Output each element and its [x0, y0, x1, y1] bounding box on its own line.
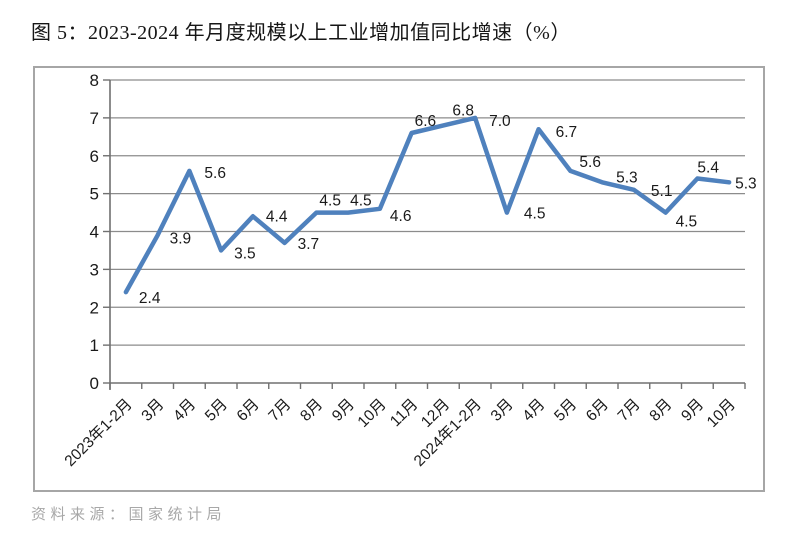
data-label: 5.6	[204, 165, 226, 182]
data-label: 3.5	[234, 245, 256, 262]
x-axis-label: 5月	[202, 396, 231, 425]
x-axis-label: 7月	[265, 396, 294, 425]
x-axis-label: 10月	[704, 396, 739, 431]
data-label: 4.4	[266, 208, 288, 225]
data-label: 7.0	[489, 113, 511, 130]
x-axis-label: 9月	[678, 396, 707, 425]
x-axis-label: 6月	[234, 396, 263, 425]
y-axis-label: 0	[90, 374, 99, 393]
x-axis-label: 7月	[615, 396, 644, 425]
data-label: 5.1	[651, 183, 673, 200]
y-axis-label: 5	[90, 185, 99, 204]
data-label: 6.6	[415, 113, 437, 130]
y-axis-label: 4	[90, 223, 99, 242]
y-axis-label: 1	[90, 336, 99, 355]
figure-title: 图 5：2023-2024 年月度规模以上工业增加值同比增速（%）	[31, 22, 571, 44]
data-label: 3.7	[298, 236, 320, 253]
x-axis-label: 2023年1-2月	[61, 395, 136, 470]
x-axis-label: 11月	[387, 396, 421, 430]
x-axis-label: 4月	[170, 396, 199, 425]
source-note: 资料来源：国家统计局	[31, 507, 227, 523]
y-axis-label: 8	[90, 71, 99, 90]
x-axis-label: 4月	[519, 396, 548, 425]
x-axis-label: 6月	[583, 396, 612, 425]
line-chart: 0 1 2 3 4 5 6 7 8 2.4 3.9 5.6 3.5 4.4 3.7 4.5 4.5 4.6 6.6 6…	[61, 71, 757, 470]
series-line	[123, 115, 732, 295]
data-label: 4.5	[350, 193, 372, 210]
y-axis-label: 6	[90, 147, 99, 166]
data-label: 4.5	[319, 193, 341, 210]
data-label: 5.3	[616, 169, 638, 186]
data-label: 5.6	[579, 154, 601, 171]
y-axis-label: 2	[90, 298, 99, 317]
x-axis-label: 5月	[551, 396, 580, 425]
x-axis-label: 3月	[488, 396, 517, 425]
data-label: 6.8	[452, 102, 474, 119]
x-axis-label: 9月	[329, 396, 358, 425]
y-axis-label: 3	[90, 260, 99, 279]
data-label: 4.6	[390, 208, 412, 225]
data-label: 2.4	[139, 290, 161, 307]
x-axis-label: 3月	[138, 396, 167, 425]
x-axis-label: 10月	[355, 396, 390, 431]
data-label: 4.5	[676, 214, 698, 231]
data-label: 4.5	[524, 206, 546, 223]
x-axis-label: 8月	[297, 396, 326, 425]
data-label: 5.4	[697, 160, 719, 177]
data-label: 5.3	[735, 175, 757, 192]
data-label: 6.7	[556, 124, 578, 141]
data-label: 3.9	[170, 230, 192, 247]
y-axis-label: 7	[90, 109, 99, 128]
chart-container: 0 1 2 3 4 5 6 7 8 2.4 3.9 5.6 3.5 4.4 3.7 4.5 4.5 4.6 6.6 6…	[33, 66, 765, 492]
x-axis-label: 8月	[646, 396, 675, 425]
